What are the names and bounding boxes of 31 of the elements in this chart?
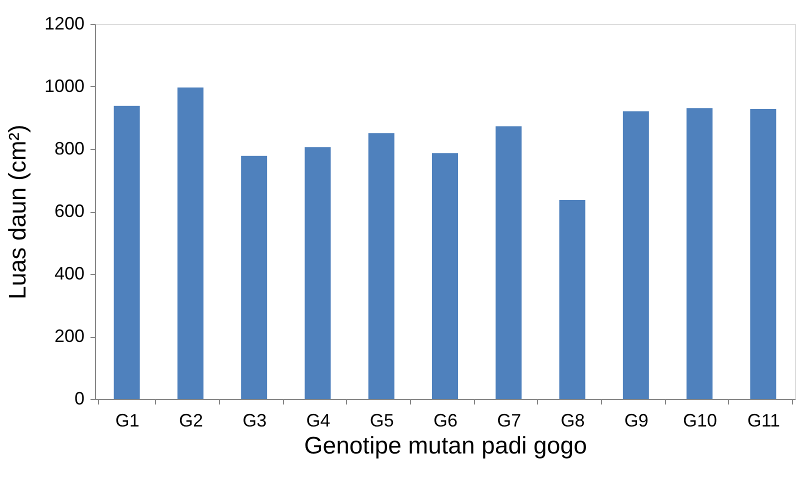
x-axis-title: Genotipe mutan padi gogo bbox=[304, 432, 587, 460]
bar bbox=[177, 87, 204, 399]
y-tick-label: 400 bbox=[54, 264, 84, 284]
y-tick-label: 200 bbox=[54, 326, 84, 346]
x-tick-label: G4 bbox=[306, 410, 330, 430]
bar bbox=[496, 126, 522, 399]
bar bbox=[114, 106, 140, 399]
x-tick-label: G11 bbox=[747, 410, 780, 430]
x-tick-label: G1 bbox=[115, 410, 140, 430]
y-tick-label: 600 bbox=[54, 201, 84, 221]
x-tick-label: G10 bbox=[683, 410, 718, 430]
x-tick-label: G9 bbox=[624, 410, 648, 430]
x-tick-label: G6 bbox=[433, 410, 458, 430]
bar bbox=[622, 111, 649, 399]
x-tick-label: G2 bbox=[178, 410, 203, 430]
bar bbox=[241, 156, 268, 399]
y-tick-label: 800 bbox=[54, 138, 84, 158]
x-tick-label: G5 bbox=[370, 410, 394, 430]
bar bbox=[432, 153, 458, 399]
bar bbox=[686, 108, 713, 399]
bar bbox=[559, 200, 586, 399]
x-tick-label: G8 bbox=[560, 410, 585, 430]
bar bbox=[750, 109, 776, 399]
y-tick-label: 1200 bbox=[44, 14, 84, 34]
y-tick-label: 0 bbox=[74, 388, 84, 408]
bar bbox=[368, 133, 394, 399]
y-tick-label: 1000 bbox=[44, 76, 84, 96]
y-axis-title: Luas daun (cm²) bbox=[4, 124, 32, 300]
x-tick-label: G7 bbox=[497, 410, 522, 430]
bar bbox=[304, 147, 331, 399]
x-tick-label: G3 bbox=[242, 410, 267, 430]
